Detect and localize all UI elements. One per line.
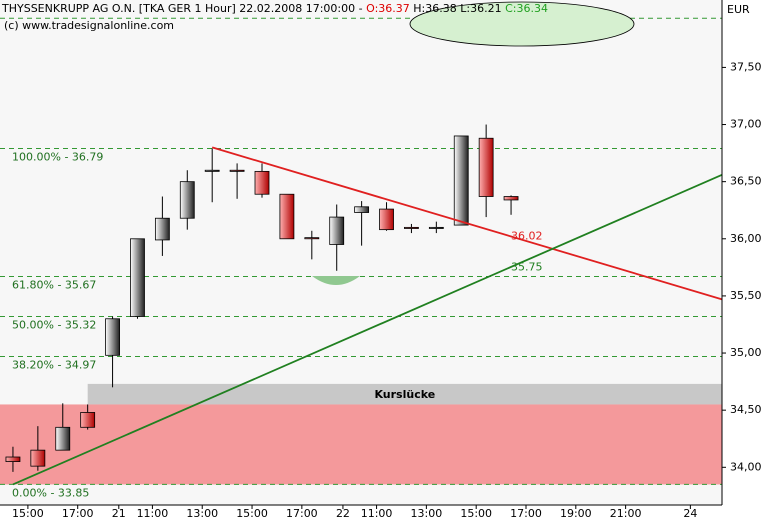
candle-body [80, 412, 96, 428]
candle-body [453, 135, 469, 226]
zone-label: Kurslücke [374, 388, 435, 401]
candle-body [254, 170, 270, 195]
candle-body [154, 217, 170, 241]
x-tick-label: 21:00 [610, 507, 642, 520]
fib-label: 50.00% - 35.32 [12, 318, 96, 331]
title-open: O:36.37 [366, 2, 410, 15]
y-tick-label: 37,00 [730, 118, 762, 131]
x-tick-label: 15:00 [12, 507, 44, 520]
zone [87, 383, 723, 405]
candle-body [5, 456, 21, 462]
trendline-label: 36.02 [511, 230, 543, 243]
candle-body [503, 196, 519, 201]
x-tick-label: 17:00 [510, 507, 542, 520]
x-tick-label: 19:00 [560, 507, 592, 520]
candle-body [229, 169, 245, 172]
y-tick-label: 34,00 [730, 460, 762, 473]
x-tick-label: 17:00 [62, 507, 94, 520]
fib-label: 100.00% - 36.79 [12, 151, 103, 164]
highlight-arc [312, 276, 360, 285]
chart-title: THYSSENKRUPP AG O.N. [TKA GER 1 Hour] 22… [1, 2, 548, 15]
x-tick-label: 21 [112, 507, 126, 520]
y-tick-label: 35,50 [730, 289, 762, 302]
x-tick-label: 15:00 [236, 507, 268, 520]
x-tick-label: 11:00 [361, 507, 393, 520]
highlight-ellipse [409, 1, 635, 47]
zone [0, 404, 722, 485]
y-tick-label: 34,50 [730, 403, 762, 416]
x-tick-label: 17:00 [286, 507, 318, 520]
x-tick-label: 15:00 [460, 507, 492, 520]
x-tick-label: 13:00 [186, 507, 218, 520]
trendline [211, 146, 723, 301]
x-tick-label: 22 [336, 507, 350, 520]
candle-body [379, 208, 394, 231]
fib-label: 0.00% - 33.85 [12, 486, 89, 499]
candle-body [354, 206, 370, 213]
fib-label: 61.80% - 35.67 [12, 278, 96, 291]
candle-body [105, 318, 120, 356]
y-tick-label: 37,50 [730, 60, 762, 73]
x-tick-label: 24 [683, 507, 697, 520]
candle-body [130, 238, 145, 317]
title-name: THYSSENKRUPP AG O.N. [TKA GER 1 Hour] 22… [1, 2, 363, 15]
candle-body [428, 226, 444, 229]
trendline-label: 35.75 [511, 260, 543, 273]
candle-body [404, 226, 419, 229]
candle-body [179, 181, 195, 219]
currency: EUR [727, 3, 750, 16]
candle-body [55, 426, 71, 451]
copyright: (c) www.tradesignalonline.com [4, 19, 174, 32]
candle-body [304, 237, 320, 240]
title-highlow: H:36.38 L:36.21 [413, 2, 501, 15]
candle-body [30, 449, 46, 467]
y-tick-label: 35,00 [730, 346, 762, 359]
candle-body [329, 216, 345, 245]
y-tick-label: 36,00 [730, 232, 762, 245]
y-tick-label: 36,50 [730, 175, 762, 188]
candle-body [204, 169, 220, 172]
fib-label: 38.20% - 34.97 [12, 358, 96, 371]
candle-body [478, 137, 494, 197]
trendline [12, 173, 723, 486]
title-close: C:36.34 [505, 2, 548, 15]
x-tick-label: 13:00 [411, 507, 443, 520]
candle-body [279, 193, 295, 240]
x-tick-label: 11:00 [137, 507, 169, 520]
